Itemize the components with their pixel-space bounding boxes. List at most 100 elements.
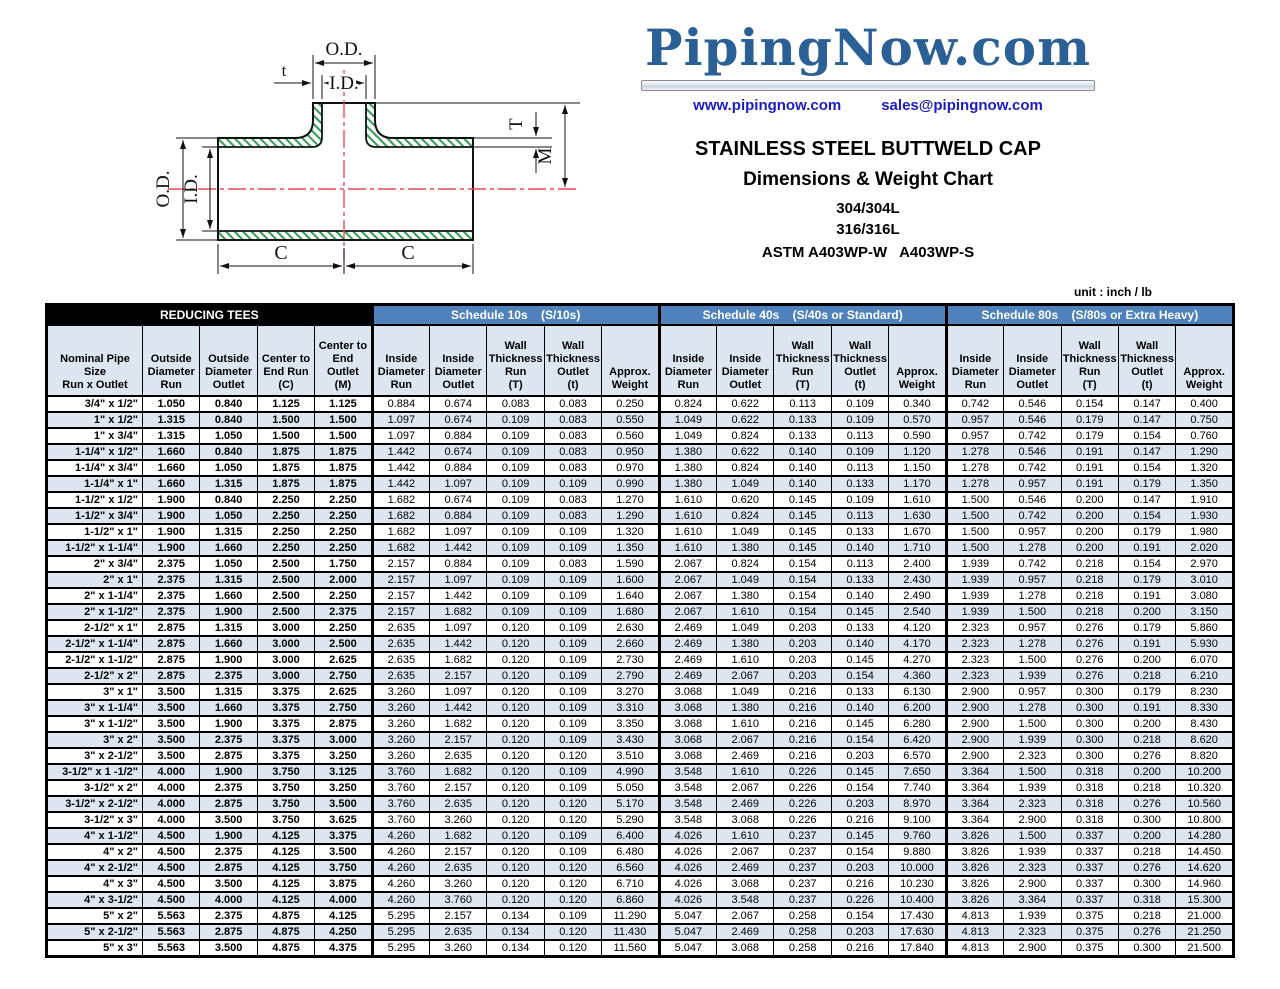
cell: 0.200 bbox=[1117, 651, 1177, 669]
cell: 4.990 bbox=[601, 763, 661, 781]
email-link[interactable]: sales@pipingnow.com bbox=[881, 97, 1043, 114]
cell: 14.620 bbox=[1175, 859, 1234, 877]
cell: 0.590 bbox=[888, 427, 948, 445]
cell: 0.884 bbox=[429, 459, 488, 477]
cell: 3.068 bbox=[658, 699, 718, 717]
cell: 3.500 bbox=[199, 875, 258, 893]
cell: 0.337 bbox=[1060, 827, 1119, 845]
website-link[interactable]: www.pipingnow.com bbox=[693, 97, 842, 114]
cell: 5.930 bbox=[1175, 635, 1234, 653]
cell: 2.635 bbox=[429, 795, 488, 813]
cell: 1.500 bbox=[945, 539, 1005, 557]
cell: 0.109 bbox=[486, 603, 545, 621]
cell: 0.109 bbox=[543, 475, 603, 493]
cell: 0.120 bbox=[486, 811, 545, 829]
cell: 1.500 bbox=[945, 491, 1005, 509]
cell: 0.276 bbox=[1117, 859, 1177, 877]
cell: 2.730 bbox=[601, 651, 661, 669]
cell: 0.824 bbox=[716, 507, 775, 525]
cell: 2-1/2" x 1" bbox=[46, 619, 143, 637]
cell: 4" x 3-1/2" bbox=[46, 891, 143, 909]
cell: 0.120 bbox=[486, 699, 545, 717]
cell: 0.147 bbox=[1117, 491, 1177, 509]
cell: 1.500 bbox=[314, 427, 374, 445]
cell: 0.191 bbox=[1060, 443, 1119, 461]
cell: 0.318 bbox=[1060, 811, 1119, 829]
cell: 1.125 bbox=[314, 395, 374, 413]
cell: 2.250 bbox=[256, 539, 316, 557]
cell: 2.635 bbox=[371, 635, 431, 653]
cell: 0.154 bbox=[773, 555, 832, 573]
cell: 1.278 bbox=[1003, 699, 1062, 717]
cell: 0.109 bbox=[543, 843, 603, 861]
cell: 1.380 bbox=[716, 699, 775, 717]
cell: 4.260 bbox=[371, 827, 431, 845]
cell: 0.147 bbox=[1117, 443, 1177, 461]
cell: 1.939 bbox=[945, 587, 1005, 605]
cell: 2.067 bbox=[658, 587, 718, 605]
cell: 0.276 bbox=[1117, 923, 1177, 941]
cell: 6.200 bbox=[888, 699, 948, 717]
cell: 1.442 bbox=[429, 699, 488, 717]
cell: 0.546 bbox=[1003, 411, 1062, 429]
cell: 4.000 bbox=[141, 811, 201, 829]
cell: 0.147 bbox=[1117, 395, 1177, 413]
table-row: 1" x 3/4" 1.315 1.050 1.500 1.500 1.097 0.884 0… bbox=[46, 427, 1234, 445]
cell: 3" x 1-1/4" bbox=[46, 699, 143, 717]
cell: 3.150 bbox=[1175, 603, 1234, 621]
cell: 1.097 bbox=[429, 619, 488, 637]
cell: 0.950 bbox=[601, 443, 661, 461]
cell: 3.068 bbox=[658, 683, 718, 701]
cell: 6.280 bbox=[888, 715, 948, 733]
cell: 1.500 bbox=[945, 507, 1005, 525]
contact-links: www.pipingnow.com sales@pipingnow.com bbox=[628, 97, 1108, 114]
cell: 5" x 2-1/2" bbox=[46, 923, 143, 941]
cell: 3-1/2" x 1 -1/2" bbox=[46, 763, 143, 781]
cell: 1" x 1/2" bbox=[46, 411, 143, 429]
cell: 4.260 bbox=[371, 891, 431, 909]
cell: 1.900 bbox=[199, 827, 258, 845]
cell: 3.260 bbox=[371, 699, 431, 717]
cell: 0.120 bbox=[486, 651, 545, 669]
dim-label-c-left: C bbox=[274, 242, 287, 264]
cell: 3.430 bbox=[601, 731, 661, 749]
column-header: Wall Thickness Run (T) bbox=[773, 324, 832, 397]
material-304: 304/304L bbox=[836, 200, 900, 217]
cell: 0.145 bbox=[830, 651, 890, 669]
cell: 4.125 bbox=[256, 843, 316, 861]
cell: 0.109 bbox=[830, 491, 890, 509]
table-row: 5" x 3" 5.563 3.500 4.875 4.375 5.295 3.260 0.1… bbox=[46, 939, 1234, 957]
cell: 1.320 bbox=[1175, 459, 1234, 477]
cell: 0.154 bbox=[830, 779, 890, 797]
cell: 5.563 bbox=[141, 923, 201, 941]
cell: 1.680 bbox=[601, 603, 661, 621]
cell: 1.315 bbox=[199, 619, 258, 637]
cell: 0.957 bbox=[1003, 523, 1062, 541]
dim-label-id-top: I.D. bbox=[329, 73, 359, 94]
cell: 5.050 bbox=[601, 779, 661, 797]
cell: 8.430 bbox=[1175, 715, 1234, 733]
cell: 0.276 bbox=[1117, 747, 1177, 765]
cell: 1.939 bbox=[1003, 779, 1062, 797]
cell: 0.218 bbox=[1117, 731, 1177, 749]
cell: 0.145 bbox=[773, 491, 832, 509]
brand-block: PipingNow.com www.pipingnow.com sales@pi… bbox=[628, 20, 1108, 261]
cell: 3.000 bbox=[314, 731, 374, 749]
cell: 6.420 bbox=[888, 731, 948, 749]
cell: 0.203 bbox=[830, 923, 890, 941]
cell: 2-1/2" x 1-1/4" bbox=[46, 635, 143, 653]
cell: 1.442 bbox=[429, 539, 488, 557]
cell: 1.682 bbox=[429, 603, 488, 621]
cell: 1.442 bbox=[429, 587, 488, 605]
cell: 1.660 bbox=[141, 459, 201, 477]
cell: 3.548 bbox=[716, 891, 775, 909]
cell: 1.900 bbox=[141, 523, 201, 541]
cell: 5.170 bbox=[601, 795, 661, 813]
cell: 0.109 bbox=[543, 635, 603, 653]
cell: 0.179 bbox=[1117, 619, 1177, 637]
cell: 2.375 bbox=[141, 571, 201, 589]
cell: 3.364 bbox=[945, 811, 1005, 829]
cell: 1.278 bbox=[945, 475, 1005, 493]
cell: 21.500 bbox=[1175, 939, 1234, 957]
cell: 1.442 bbox=[371, 443, 431, 461]
